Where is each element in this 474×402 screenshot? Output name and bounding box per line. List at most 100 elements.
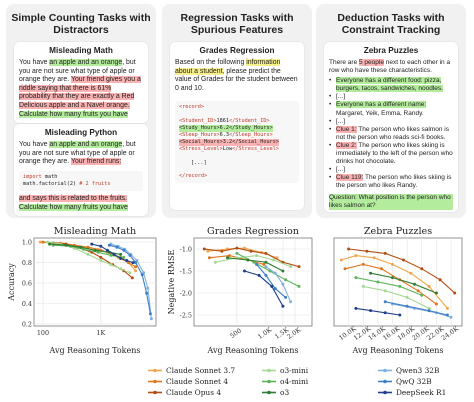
card-title: Zebra Puzzles [363,46,419,55]
list-item: Clue 119: The person who likes skiing is… [329,174,453,190]
y-tick-label: -1.0 [180,245,192,253]
tag: </Sleep_Hours> [228,131,273,138]
prompt-text-2: and says this is related to the fruits. … [19,195,143,212]
value: 6.3 [219,131,229,138]
data-point-o3mini [289,265,293,269]
data-point-o3 [369,271,373,275]
grades-regression-card: Grades Regression Based on the following… [170,42,304,210]
record-line-social-hours: <Social_Hours>3.2</Social_Hours> [179,139,279,147]
data-point-sonnet37 [391,262,394,266]
title-line-1: Regression Tasks with [180,12,294,24]
data-point-o4mini [96,250,100,254]
prompt-text: There are 5 people next to each other in… [329,59,453,210]
data-point-o4mini [398,284,402,288]
record-code: <record> <Student_ID>1861</Student_ID> <… [175,101,299,183]
series-line-r1 [355,307,400,316]
code-text: math.factorial(2) [23,180,80,187]
data-point-opus4 [249,249,253,253]
record-line-study-hours: <Study_Hours>6.2</Study_Hours> [179,124,273,132]
series-line-sonnet4 [344,263,437,305]
data-point-r1 [354,306,358,310]
data-point-opus4 [438,278,442,282]
data-point-r1 [369,309,373,313]
data-point-o3 [413,282,416,286]
legend-label-o3mini: o3-mini [280,366,309,375]
chart-title: Misleading Math [54,226,136,237]
prompt-text: Based on the following information about… [175,59,299,93]
data-point-o3 [226,256,229,260]
chart-title: Grades Regression [207,226,299,237]
y-axis-label: Accuracy [7,263,16,302]
data-point-opus4 [453,291,457,295]
data-point-o3mini [119,267,123,271]
text: You have [19,141,50,148]
record-line-stress-level: <Stress_Level>Low</Stress_Level> [179,146,295,153]
data-point-o4mini [376,280,380,284]
data-point-sonnet37 [206,249,210,253]
data-point-o3mini [405,295,409,299]
text: , but you are not sure what type of appl… [19,141,136,166]
clue-label: Clue 1: [336,125,357,133]
list-item: [...] [329,166,453,174]
series-line-qwq [385,301,448,316]
data-point-qwq [140,273,144,277]
legend-marker-qwq [383,379,387,384]
counting-tasks-panel: Simple Counting Tasks with Distractors M… [6,4,156,218]
x-tick-label: 1.0K [256,326,273,341]
data-point-o3mini [213,260,217,264]
code-text: math [41,173,58,180]
highlight-attribute: Everyone has a different food: pizza, bu… [336,77,443,93]
data-point-qwq [273,287,277,291]
data-point-sonnet4 [343,267,347,271]
data-point-o3 [391,276,394,280]
constraint-list: Everyone has a different food: pizza, bu… [329,77,453,190]
x-tick-label: 24.0K [440,325,460,343]
data-point-sonnet4 [416,289,420,293]
x-tick-label: 2.0K [285,326,302,341]
data-point-o4mini [284,278,288,282]
data-point-o3mini [128,271,132,275]
data-point-sonnet37 [445,306,449,310]
data-point-o3mini [255,254,259,258]
x-tick-label: 500 [228,327,243,341]
data-point-qwen3 [264,265,268,269]
title-line-1: Simple Counting Tasks with [11,12,151,24]
series-line-qwq [256,264,286,298]
zebra-puzzles-card: Zebra Puzzles There are 5 people next to… [324,42,458,212]
y-tick-label: 0.4 [22,300,32,308]
text: There are [329,59,359,66]
data-point-o3 [246,258,250,262]
legend-marker-qwen3 [383,368,387,373]
series-line-qwen3 [392,303,452,318]
text: The person who likes skiing is immediate… [336,141,453,166]
data-point-sonnet4 [86,245,90,249]
tag: </Social_Hours> [232,139,279,146]
data-point-sonnet37 [409,271,413,275]
data-point-qwq [148,312,152,316]
legend-marker-sonnet4 [153,379,157,384]
code-keyword: import [23,173,42,180]
legend-marker-r1 [383,390,387,395]
prompt-text: You have an apple and an orange, but you… [19,141,143,167]
record-close-tag: </record> [179,172,208,179]
data-point-sonnet4 [134,265,138,269]
data-point-qwq [255,262,259,266]
data-point-r1 [257,273,261,277]
data-point-o4mini [297,284,301,288]
data-point-r1 [90,242,94,246]
title-line-2: Spurious Features [190,24,284,36]
data-point-opus4 [297,265,301,269]
x-tick-label: 100 [37,329,49,337]
data-point-o4mini [235,251,239,255]
results-charts: 0.2 0.4 0.6 0.8 1.0 100 1K Misleading Math Avg R… [7,226,463,397]
legend-label-opus4: Claude Opus 4 [166,388,221,397]
panel-title: Regression Tasks with Spurious Features [162,4,312,40]
title-line-2: Constraint Tracking [341,24,441,36]
data-point-qwq [122,248,126,252]
data-point-qwen3 [149,317,153,321]
data-point-o3 [79,245,83,249]
data-point-sonnet4 [262,262,266,266]
regression-tasks-panel: Regression Tasks with Spurious Features … [162,4,312,218]
clue-label: Clue 119: [336,174,364,182]
